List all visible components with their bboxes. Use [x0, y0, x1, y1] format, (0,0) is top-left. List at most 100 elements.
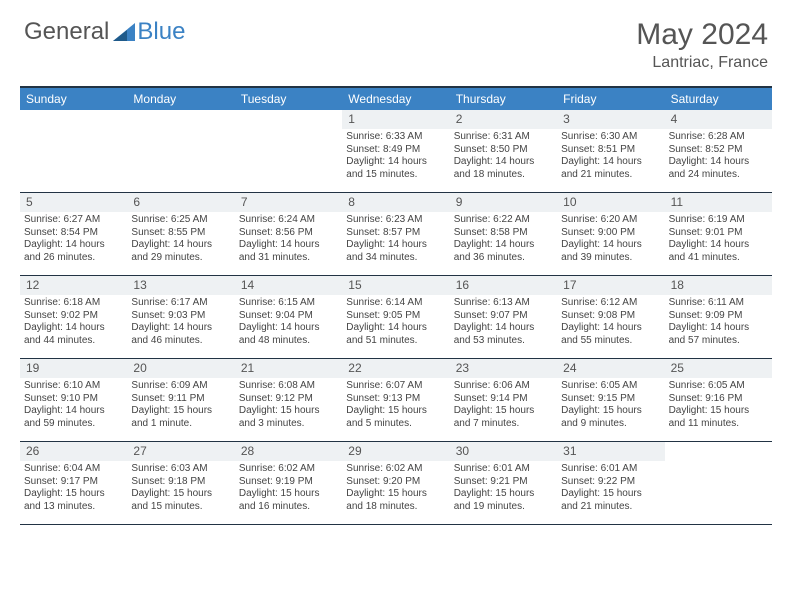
day-cell: 18Sunrise: 6:11 AMSunset: 9:09 PMDayligh…: [665, 276, 772, 358]
sunset-text: Sunset: 9:11 PM: [131, 393, 230, 406]
day-number: 21: [235, 359, 342, 378]
daylight-text: Daylight: 14 hours: [454, 239, 553, 252]
sunrise-text: Sunrise: 6:23 AM: [346, 214, 445, 227]
day-cell: 19Sunrise: 6:10 AMSunset: 9:10 PMDayligh…: [20, 359, 127, 441]
sunset-text: Sunset: 9:22 PM: [561, 476, 660, 489]
day-cell: 30Sunrise: 6:01 AMSunset: 9:21 PMDayligh…: [450, 442, 557, 524]
weekday-label: Saturday: [665, 88, 772, 110]
daylight-text: Daylight: 14 hours: [24, 322, 123, 335]
day-number: 26: [20, 442, 127, 461]
calendar: SundayMondayTuesdayWednesdayThursdayFrid…: [20, 86, 772, 525]
day-cell: 26Sunrise: 6:04 AMSunset: 9:17 PMDayligh…: [20, 442, 127, 524]
daylight-text: Daylight: 14 hours: [239, 239, 338, 252]
day-cell: 16Sunrise: 6:13 AMSunset: 9:07 PMDayligh…: [450, 276, 557, 358]
daylight-text: Daylight: 14 hours: [24, 239, 123, 252]
daylight-text: Daylight: 15 hours: [346, 405, 445, 418]
day-cell: 31Sunrise: 6:01 AMSunset: 9:22 PMDayligh…: [557, 442, 664, 524]
day-number: 1: [342, 110, 449, 129]
sunset-text: Sunset: 8:57 PM: [346, 227, 445, 240]
day-number: 4: [665, 110, 772, 129]
daylight-text: Daylight: 14 hours: [346, 322, 445, 335]
daylight-text: and 31 minutes.: [239, 252, 338, 265]
sunrise-text: Sunrise: 6:02 AM: [239, 463, 338, 476]
sunset-text: Sunset: 9:20 PM: [346, 476, 445, 489]
sunrise-text: Sunrise: 6:17 AM: [131, 297, 230, 310]
sunrise-text: Sunrise: 6:09 AM: [131, 380, 230, 393]
day-number: 14: [235, 276, 342, 295]
daylight-text: and 46 minutes.: [131, 335, 230, 348]
daylight-text: Daylight: 15 hours: [24, 488, 123, 501]
sunrise-text: Sunrise: 6:02 AM: [346, 463, 445, 476]
day-cell: 21Sunrise: 6:08 AMSunset: 9:12 PMDayligh…: [235, 359, 342, 441]
daylight-text: Daylight: 14 hours: [561, 239, 660, 252]
day-cell: 8 Sunrise: 6:23 AMSunset: 8:57 PMDaylight…: [342, 193, 449, 275]
sunrise-text: Sunrise: 6:22 AM: [454, 214, 553, 227]
daylight-text: and 53 minutes.: [454, 335, 553, 348]
day-number: 15: [342, 276, 449, 295]
weeks-container: 1Sunrise: 6:33 AMSunset: 8:49 PMDaylight…: [20, 110, 772, 525]
day-number: 6: [127, 193, 234, 212]
day-number: 3: [557, 110, 664, 129]
day-number: 24: [557, 359, 664, 378]
sunrise-text: Sunrise: 6:33 AM: [346, 131, 445, 144]
week-row: 19Sunrise: 6:10 AMSunset: 9:10 PMDayligh…: [20, 359, 772, 442]
day-cell: 6Sunrise: 6:25 AMSunset: 8:55 PMDaylight…: [127, 193, 234, 275]
sunrise-text: Sunrise: 6:25 AM: [131, 214, 230, 227]
day-number: 8: [342, 193, 449, 212]
weekday-header: SundayMondayTuesdayWednesdayThursdayFrid…: [20, 88, 772, 110]
day-cell: 5Sunrise: 6:27 AMSunset: 8:54 PMDaylight…: [20, 193, 127, 275]
daylight-text: and 15 minutes.: [131, 501, 230, 514]
weekday-label: Monday: [127, 88, 234, 110]
sunrise-text: Sunrise: 6:05 AM: [561, 380, 660, 393]
daylight-text: Daylight: 15 hours: [239, 488, 338, 501]
daylight-text: Daylight: 14 hours: [239, 322, 338, 335]
sunrise-text: Sunrise: 6:06 AM: [454, 380, 553, 393]
day-cell: 11Sunrise: 6:19 AMSunset: 9:01 PMDayligh…: [665, 193, 772, 275]
daylight-text: Daylight: 14 hours: [454, 322, 553, 335]
day-number: 11: [665, 193, 772, 212]
sunset-text: Sunset: 9:17 PM: [24, 476, 123, 489]
day-number: 30: [450, 442, 557, 461]
day-number: 28: [235, 442, 342, 461]
sunset-text: Sunset: 8:58 PM: [454, 227, 553, 240]
day-cell: [665, 442, 772, 524]
sunset-text: Sunset: 9:02 PM: [24, 310, 123, 323]
sunrise-text: Sunrise: 6:28 AM: [669, 131, 768, 144]
daylight-text: Daylight: 14 hours: [131, 239, 230, 252]
sunset-text: Sunset: 9:18 PM: [131, 476, 230, 489]
day-number: 10: [557, 193, 664, 212]
day-cell: [20, 110, 127, 192]
sunset-text: Sunset: 9:04 PM: [239, 310, 338, 323]
sunrise-text: Sunrise: 6:27 AM: [24, 214, 123, 227]
daylight-text: and 26 minutes.: [24, 252, 123, 265]
day-number: 9: [450, 193, 557, 212]
day-number: 7: [235, 193, 342, 212]
day-cell: 4Sunrise: 6:28 AMSunset: 8:52 PMDaylight…: [665, 110, 772, 192]
day-cell: 7Sunrise: 6:24 AMSunset: 8:56 PMDaylight…: [235, 193, 342, 275]
daylight-text: and 3 minutes.: [239, 418, 338, 431]
daylight-text: Daylight: 14 hours: [131, 322, 230, 335]
day-cell: 15Sunrise: 6:14 AMSunset: 9:05 PMDayligh…: [342, 276, 449, 358]
daylight-text: Daylight: 14 hours: [346, 156, 445, 169]
daylight-text: and 29 minutes.: [131, 252, 230, 265]
daylight-text: Daylight: 14 hours: [346, 239, 445, 252]
daylight-text: Daylight: 15 hours: [454, 405, 553, 418]
day-number: 25: [665, 359, 772, 378]
sunset-text: Sunset: 9:01 PM: [669, 227, 768, 240]
sunrise-text: Sunrise: 6:05 AM: [669, 380, 768, 393]
day-cell: 2Sunrise: 6:31 AMSunset: 8:50 PMDaylight…: [450, 110, 557, 192]
daylight-text: Daylight: 15 hours: [561, 405, 660, 418]
brand-part2: Blue: [137, 18, 185, 46]
header: General Blue May 2024 Lantriac, France: [0, 0, 792, 80]
title-block: May 2024 Lantriac, France: [636, 18, 768, 72]
daylight-text: and 7 minutes.: [454, 418, 553, 431]
sunrise-text: Sunrise: 6:08 AM: [239, 380, 338, 393]
weekday-label: Thursday: [450, 88, 557, 110]
sunrise-text: Sunrise: 6:01 AM: [561, 463, 660, 476]
day-cell: 28Sunrise: 6:02 AMSunset: 9:19 PMDayligh…: [235, 442, 342, 524]
day-number: 19: [20, 359, 127, 378]
sunset-text: Sunset: 8:50 PM: [454, 144, 553, 157]
day-number: 18: [665, 276, 772, 295]
brand-logo: General Blue: [24, 18, 185, 46]
sunrise-text: Sunrise: 6:18 AM: [24, 297, 123, 310]
